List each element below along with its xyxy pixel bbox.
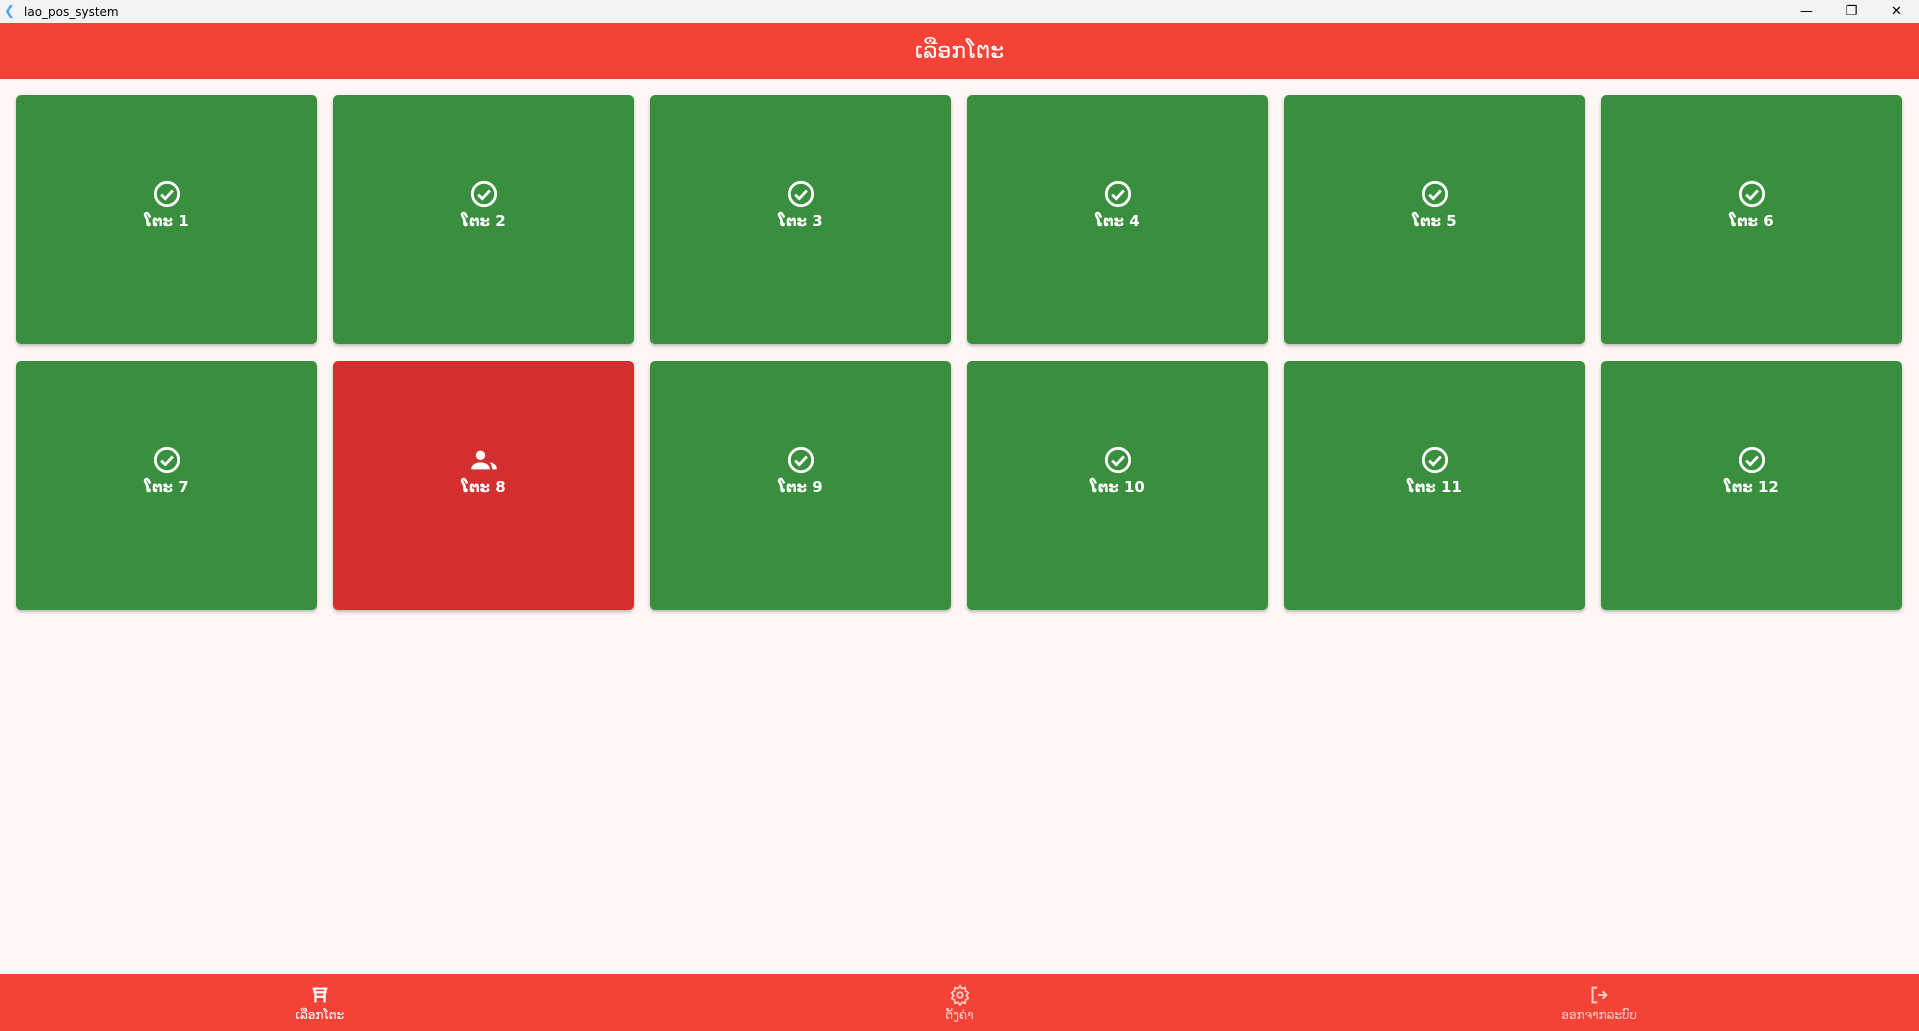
table-label: ໂຕະ 10 [1090,477,1145,496]
people-icon [470,450,497,469]
table-card[interactable]: ໂຕະ 11 [1284,361,1585,610]
check-circle-icon [787,180,814,207]
close-button[interactable]: ✕ [1891,4,1902,19]
table-label: ໂຕະ 7 [144,477,189,496]
table-card[interactable]: ໂຕະ 3 [650,95,951,344]
table-card[interactable]: ໂຕະ 7 [16,361,317,610]
table-label: ໂຕະ 5 [1412,211,1457,230]
table-card[interactable]: ໂຕະ 10 [967,361,1268,610]
table-card[interactable]: ໂຕະ 12 [1601,361,1902,610]
minimize-button[interactable]: — [1800,4,1813,19]
nav-label: ອອກຈາກລະບົບ [1561,1007,1638,1022]
table-card[interactable]: ໂຕະ 6 [1601,95,1902,344]
table-label: ໂຕະ 2 [461,211,506,230]
table-card[interactable]: ໂຕະ 9 [650,361,951,610]
table-label: ໂຕະ 8 [461,477,506,496]
logout-icon [1591,986,1608,1003]
table-grid: ໂຕະ 1 ໂຕະ 2 ໂຕະ 3 ໂຕະ 4 ໂຕະ 5 ໂຕະ 6 ໂຕະ 7 ໂຕະ 8… [16,95,1903,610]
nav-label: ເລືອກໂຕະ [295,1007,345,1022]
check-circle-icon [1421,180,1448,207]
table-label: ໂຕະ 1 [144,211,189,230]
table-label: ໂຕະ 4 [1095,211,1140,230]
table-label: ໂຕະ 3 [778,211,823,230]
nav-item-select-table[interactable]: ເລືອກໂຕະ [0,974,640,1031]
gear-icon [949,983,970,1006]
check-circle-icon [153,446,180,473]
table-card[interactable]: ໂຕະ 5 [1284,95,1585,344]
title-bar: ❮ lao_pos_system — ❐ ✕ [0,0,1919,23]
table-card[interactable]: ໂຕະ 2 [333,95,634,344]
app-logo-icon: ❮ [4,3,15,19]
table-label: ໂຕະ 12 [1724,477,1779,496]
bottom-nav: ເລືອກໂຕະ ຕັ້ງຄ່າ ອອກຈາກລະບົບ [0,974,1919,1031]
table-card[interactable]: ໂຕະ 8 [333,361,634,610]
table-label: ໂຕະ 9 [778,477,823,496]
check-circle-icon [787,446,814,473]
window-title: lao_pos_system [24,4,119,19]
table-card[interactable]: ໂຕະ 4 [967,95,1268,344]
check-circle-icon [470,180,497,207]
check-circle-icon [1421,446,1448,473]
check-circle-icon [1738,446,1765,473]
check-circle-icon [153,180,180,207]
nav-label: ຕັ້ງຄ່າ [945,1007,974,1022]
nav-item-logout[interactable]: ອອກຈາກລະບົບ [1279,974,1919,1031]
page-title: ເລືອກໂຕະ [914,38,1005,64]
table-label: ໂຕະ 11 [1407,477,1462,496]
nav-item-settings[interactable]: ຕັ້ງຄ່າ [640,974,1280,1031]
table-label: ໂຕະ 6 [1729,211,1774,230]
check-circle-icon [1104,446,1131,473]
app-header: ເລືອກໂຕະ [0,23,1919,79]
table-card[interactable]: ໂຕະ 1 [16,95,317,344]
check-circle-icon [1104,180,1131,207]
table-icon [312,986,328,1002]
restore-button[interactable]: ❐ [1845,4,1858,19]
check-circle-icon [1738,180,1765,207]
